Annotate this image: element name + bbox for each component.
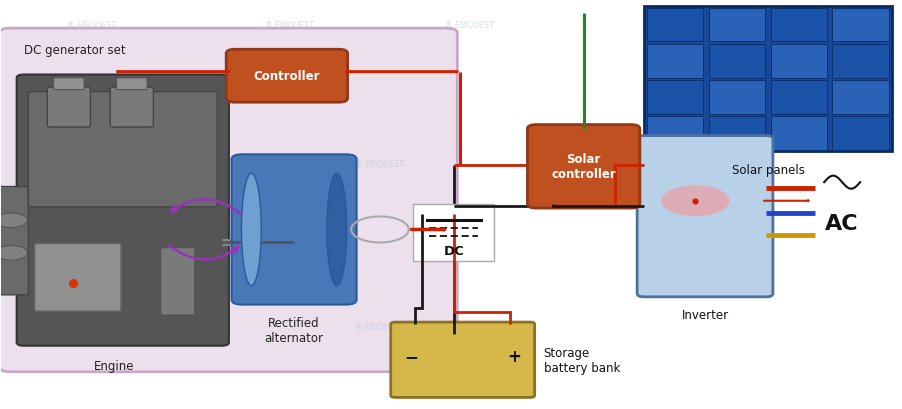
Bar	[833, 45, 889, 79]
FancyBboxPatch shape	[28, 92, 217, 207]
Text: DC generator set: DC generator set	[23, 44, 125, 57]
Bar	[709, 117, 765, 151]
Text: ® ENIQUEST: ® ENIQUEST	[264, 21, 314, 30]
Text: Inverter: Inverter	[682, 308, 729, 321]
Bar	[647, 117, 704, 151]
Circle shape	[0, 213, 27, 228]
FancyBboxPatch shape	[161, 248, 195, 315]
FancyBboxPatch shape	[226, 50, 347, 103]
Bar	[770, 81, 827, 115]
Bar	[647, 9, 704, 42]
Text: Rectified
alternator: Rectified alternator	[264, 316, 324, 344]
Text: Solar
controller: Solar controller	[551, 153, 616, 181]
Bar	[770, 117, 827, 151]
Text: ® ENIQUEST: ® ENIQUEST	[651, 21, 700, 30]
Text: Controller: Controller	[253, 70, 320, 83]
Text: Storage
battery bank: Storage battery bank	[544, 346, 620, 374]
FancyBboxPatch shape	[34, 244, 121, 311]
Circle shape	[0, 246, 27, 261]
FancyBboxPatch shape	[528, 125, 640, 209]
FancyBboxPatch shape	[110, 88, 153, 128]
Text: ® ENIQUEST: ® ENIQUEST	[354, 322, 403, 331]
Bar	[413, 204, 494, 261]
Ellipse shape	[242, 174, 262, 286]
Bar	[647, 81, 704, 115]
Text: ® ENIQUEST: ® ENIQUEST	[175, 322, 224, 331]
Bar	[709, 81, 765, 115]
Bar	[770, 9, 827, 42]
Text: Engine: Engine	[94, 359, 134, 372]
FancyBboxPatch shape	[47, 88, 90, 128]
Text: ® ENIQUEST: ® ENIQUEST	[175, 160, 224, 169]
Text: +: +	[507, 347, 520, 365]
FancyBboxPatch shape	[637, 136, 773, 297]
Text: AC: AC	[825, 213, 859, 234]
Text: DC: DC	[443, 244, 464, 257]
Bar	[644, 7, 891, 152]
Text: Solar panels: Solar panels	[732, 164, 805, 177]
FancyBboxPatch shape	[391, 322, 535, 398]
Bar	[709, 45, 765, 79]
Bar	[647, 45, 704, 79]
Text: ® ENIQUEST: ® ENIQUEST	[354, 160, 403, 169]
Circle shape	[661, 186, 730, 217]
Text: ® ENIQUEST: ® ENIQUEST	[67, 21, 115, 30]
Bar	[833, 81, 889, 115]
Text: ® ENIQUEST: ® ENIQUEST	[445, 21, 493, 30]
Bar	[833, 117, 889, 151]
Bar	[770, 45, 827, 79]
FancyBboxPatch shape	[0, 187, 28, 295]
Bar	[833, 9, 889, 42]
FancyBboxPatch shape	[0, 29, 457, 372]
Text: −: −	[404, 347, 419, 365]
FancyBboxPatch shape	[116, 79, 147, 90]
Bar	[709, 9, 765, 42]
FancyBboxPatch shape	[53, 79, 84, 90]
FancyBboxPatch shape	[16, 75, 229, 346]
Ellipse shape	[327, 174, 346, 286]
FancyBboxPatch shape	[232, 155, 356, 305]
